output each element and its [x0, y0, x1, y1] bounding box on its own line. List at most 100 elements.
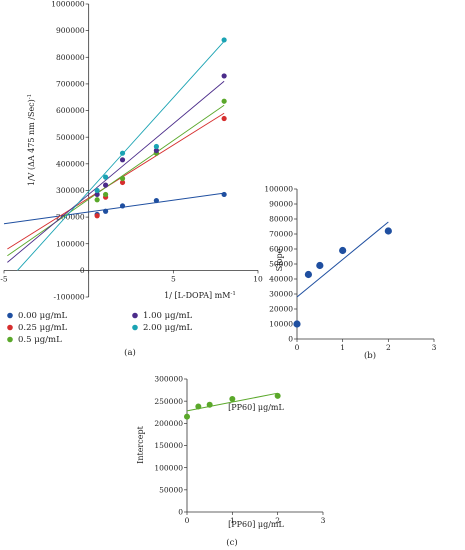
panel-a-point [94, 191, 100, 198]
panel-c-axes [184, 378, 324, 515]
panel-c-x-tick-label: 2 [275, 516, 280, 525]
panel-b-label: (b) [364, 350, 376, 361]
panel-b-fit-line-segment [296, 221, 389, 298]
panel-a-fit-line-4 [17, 40, 225, 271]
panel-b-y-tick-label: 0 [288, 335, 293, 344]
panel-b-y-tick-label: 30000 [269, 290, 293, 299]
panel-a-point [103, 174, 109, 180]
legend-label-0: 0.00 μg/mL [18, 311, 68, 321]
panel-c-chart: 0 50000 100000 150000 200000 250000 300000 0 1 2 3… [136, 375, 326, 548]
panel-b-point [304, 270, 313, 279]
panel-c-x-tick-label: 1 [230, 516, 235, 525]
panel-a-fit-line-2 [7, 104, 225, 257]
panel-a-point [221, 115, 227, 122]
panel-a-point [119, 203, 126, 209]
legend-label-4: 2.00 μg/mL [143, 323, 193, 333]
panel-a-fit-line-3 [7, 80, 225, 263]
panel-b-points [293, 227, 392, 328]
panel-b-point [339, 246, 347, 255]
panel-b-y-tick-label: 100000 [264, 185, 293, 194]
panel-a-legend: 0.00 μg/mL 0.25 μg/mL 0.5 μg/mL 1.00 μg/mL 2… [7, 311, 193, 345]
panel-a-y-tick-label: 900000 [56, 26, 85, 35]
panel-c-y-tick-label: 200000 [154, 419, 183, 428]
panel-a-y-tick-label: -100000 [53, 293, 84, 302]
panel-a-point [221, 37, 227, 43]
panel-c-point [229, 395, 236, 402]
panel-b-point [316, 261, 324, 270]
panel-b-x-tick-label: 1 [340, 343, 345, 352]
panel-b-y-tick-label: 80000 [269, 215, 293, 224]
panel-b-x-tick-label: 0 [295, 343, 300, 352]
panel-a-axes [3, 3, 259, 298]
panel-c-x-axis-title: [PP60] μg/mL [228, 520, 284, 529]
panel-c-y-tick-label: 300000 [154, 375, 183, 384]
panel-b-x-tick-label: 3 [432, 343, 437, 352]
panel-c-point [195, 403, 202, 410]
panel-a-points [94, 37, 227, 219]
panel-b-point [384, 227, 392, 235]
panel-b-y-tick-label: 90000 [269, 200, 293, 209]
panel-a-tick-labels: -100000 0 100000 200000 300000 400000 500000 60… [0, 0, 263, 302]
panel-b-tick-labels: 0 10000 20000 30000 40000 50000 60000 70000 8000… [264, 185, 436, 352]
panel-a-y-tick-label: 200000 [56, 213, 85, 222]
panel-c-y-tick-label: 0 [178, 508, 183, 517]
panel-a-y-axis-title: 1/V (ΔA 475 nm /Sec)-1 [27, 94, 36, 186]
panel-a-point [103, 191, 109, 198]
panel-b-fit-line [296, 221, 389, 298]
panel-c-y-tick-label: 100000 [154, 463, 183, 472]
panel-a-point [94, 197, 100, 203]
panel-a-y-tick-label: 400000 [56, 159, 85, 168]
panel-c-x-tick-label: 0 [185, 516, 190, 525]
panel-a-x-tick-label: -5 [0, 274, 8, 283]
panel-a-fit-lines [3, 40, 225, 271]
panel-a-point [119, 150, 126, 156]
panel-a-point [221, 73, 227, 79]
panel-a-point [119, 179, 126, 186]
panel-c-point [184, 413, 190, 420]
panel-b-y-tick-label: 60000 [269, 245, 293, 254]
panel-c-y-tick-label: 50000 [159, 485, 183, 494]
panel-c-fit-line-segment [186, 392, 278, 412]
panel-a-point [221, 191, 227, 198]
panel-a-point [103, 208, 109, 214]
legend-label-3: 1.00 μg/mL [143, 311, 193, 321]
legend-label-2: 0.5 μg/mL [18, 335, 62, 345]
panel-b-y-tick-label: 20000 [269, 305, 293, 314]
panel-a-point [153, 197, 159, 204]
legend-marker-3 [132, 312, 138, 319]
panel-a-y-tick-label: 1000000 [51, 0, 85, 9]
panel-a-chart: -100000 0 100000 200000 300000 400000 500000 60… [0, 0, 263, 358]
panel-a-y-tick-label: 600000 [56, 106, 85, 115]
panel-b-axes [294, 188, 435, 342]
panel-b-y-tick-label: 40000 [269, 275, 293, 284]
panel-b-x-tick-label: 2 [386, 343, 391, 352]
panel-a-fit-line-0 [3, 192, 225, 225]
panel-c-point [206, 401, 213, 408]
panel-c-y-axis-title: Intercept [136, 425, 145, 463]
panel-a-point [153, 143, 159, 150]
panel-c-point [274, 392, 281, 399]
panel-a-point [94, 187, 100, 194]
legend-marker-1 [7, 324, 13, 331]
panel-c-title: [PP60] μg/mL [228, 403, 284, 412]
panel-c-tick-labels: 0 50000 100000 150000 200000 250000 300000 0 1 2 3 [154, 375, 325, 525]
panel-c-y-tick-label: 250000 [154, 397, 183, 406]
legend-marker-2 [7, 336, 13, 343]
panel-b-y-tick-label: 50000 [269, 260, 293, 269]
panel-a-x-tick-label: 5 [171, 274, 176, 283]
panel-a-fit-line-1 [7, 112, 225, 250]
panel-b-chart: 0 10000 20000 30000 40000 50000 60000 70000 8000… [264, 185, 436, 361]
legend-label-1: 0.25 μg/mL [18, 323, 68, 333]
panel-b-point [293, 320, 301, 328]
panel-a-point [119, 175, 126, 182]
panel-c-x-tick-label: 3 [321, 516, 326, 525]
panel-a-x-tick-label: 10 [253, 274, 263, 283]
panel-a-y-tick-label: 800000 [56, 53, 85, 62]
panel-a-y-tick-label: 100000 [56, 239, 85, 248]
panel-a-point [119, 157, 126, 163]
panel-b-y-axis-title: Slope [275, 248, 284, 271]
panel-c-label: (c) [226, 537, 237, 548]
panel-a-y-tick-label: 0 [80, 266, 85, 275]
panel-a-y-tick-label: 300000 [56, 186, 85, 195]
